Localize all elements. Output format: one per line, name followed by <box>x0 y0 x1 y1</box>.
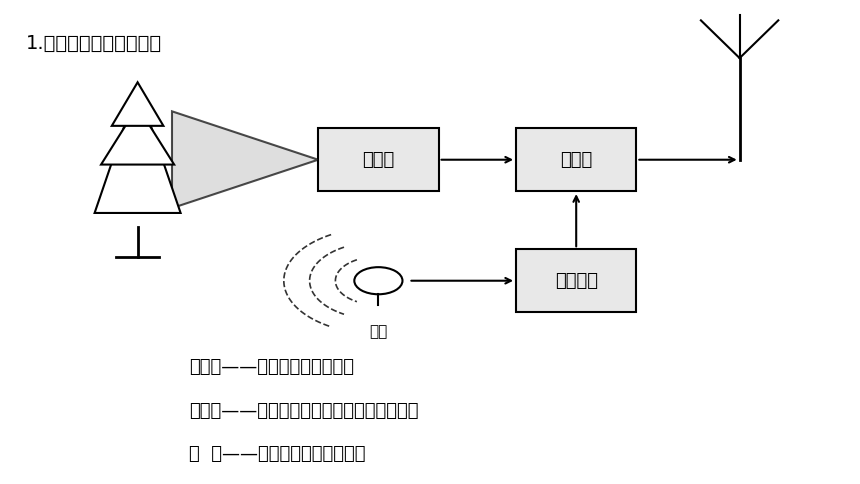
Polygon shape <box>101 106 174 165</box>
FancyBboxPatch shape <box>318 128 439 191</box>
FancyBboxPatch shape <box>516 249 636 312</box>
Text: 摄像机——将图像转换成电信号: 摄像机——将图像转换成电信号 <box>189 358 354 376</box>
FancyBboxPatch shape <box>516 128 636 191</box>
Text: 音频放大: 音频放大 <box>555 272 598 290</box>
Text: 天  线——将高频信号发射到空中: 天 线——将高频信号发射到空中 <box>189 445 366 463</box>
Text: 发射机——将电信号加载到频率很高的电流上: 发射机——将电信号加载到频率很高的电流上 <box>189 402 419 420</box>
Polygon shape <box>112 82 163 126</box>
Text: 发射机: 发射机 <box>560 151 593 169</box>
Polygon shape <box>172 111 318 208</box>
Text: 摄像机: 摄像机 <box>362 151 395 169</box>
Text: 1.图像信号发射工作过程: 1.图像信号发射工作过程 <box>26 34 162 53</box>
Text: 话筒: 话筒 <box>369 324 388 339</box>
Polygon shape <box>95 87 181 213</box>
